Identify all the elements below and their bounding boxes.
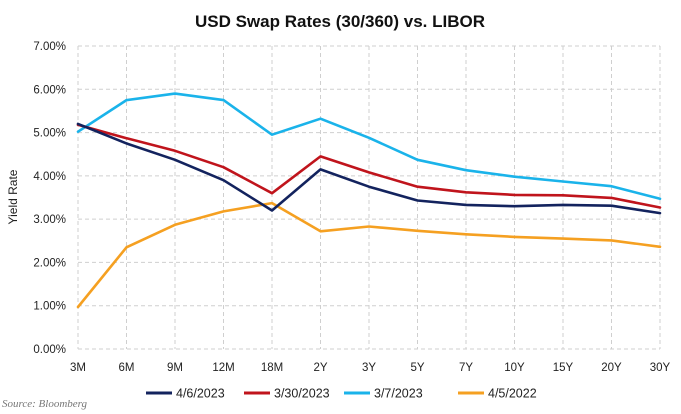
y-axis-label: Yield Rate bbox=[6, 169, 20, 224]
series-line bbox=[76, 201, 662, 309]
x-tick-label: 9M bbox=[167, 362, 183, 374]
y-tick-label: 7.00% bbox=[33, 41, 66, 53]
x-tick-label: 3Y bbox=[362, 362, 376, 374]
gridlines bbox=[77, 45, 661, 350]
x-tick-label: 20Y bbox=[601, 362, 622, 374]
legend-label: 4/5/2022 bbox=[488, 387, 537, 401]
y-tick-label: 6.00% bbox=[33, 84, 66, 96]
y-tick-label: 2.00% bbox=[33, 257, 66, 269]
legend-label: 4/6/2023 bbox=[176, 387, 225, 401]
y-tick-label: 3.00% bbox=[33, 214, 66, 226]
y-tick-label: 5.00% bbox=[33, 128, 66, 140]
legend-label: 3/30/2023 bbox=[274, 387, 330, 401]
series-line bbox=[76, 122, 662, 215]
x-tick-label: 30Y bbox=[650, 362, 671, 374]
y-axis-ticks: 0.00% 1.00% 2.00% 3.00% 4.00% 5.00% 6.00% 7.00% bbox=[33, 41, 66, 356]
x-tick-label: 12M bbox=[212, 362, 234, 374]
chart-title: USD Swap Rates (30/360) vs. LIBOR bbox=[195, 12, 485, 31]
legend: 4/6/2023 3/30/2023 3/7/2023 4/5/2022 bbox=[146, 387, 537, 401]
y-tick-label: 1.00% bbox=[33, 301, 66, 313]
source-note: Source: Bloomberg bbox=[2, 398, 88, 410]
x-tick-label: 10Y bbox=[504, 362, 525, 374]
x-tick-label: 18M bbox=[261, 362, 283, 374]
x-tick-label: 6M bbox=[119, 362, 135, 374]
series-line bbox=[76, 92, 662, 201]
series-line bbox=[76, 123, 662, 209]
y-tick-label: 4.00% bbox=[33, 171, 66, 183]
x-tick-label: 5Y bbox=[410, 362, 424, 374]
x-tick-label: 3M bbox=[70, 362, 86, 374]
series-lines bbox=[76, 92, 662, 309]
y-tick-label: 0.00% bbox=[33, 344, 66, 356]
x-axis-ticks: 3M 6M 9M 12M 18M 2Y 3Y 5Y 7Y 10Y 15Y 20Y 30Y bbox=[70, 362, 671, 374]
x-tick-label: 15Y bbox=[553, 362, 574, 374]
x-tick-label: 7Y bbox=[459, 362, 473, 374]
x-tick-label: 2Y bbox=[313, 362, 327, 374]
legend-label: 3/7/2023 bbox=[374, 387, 423, 401]
